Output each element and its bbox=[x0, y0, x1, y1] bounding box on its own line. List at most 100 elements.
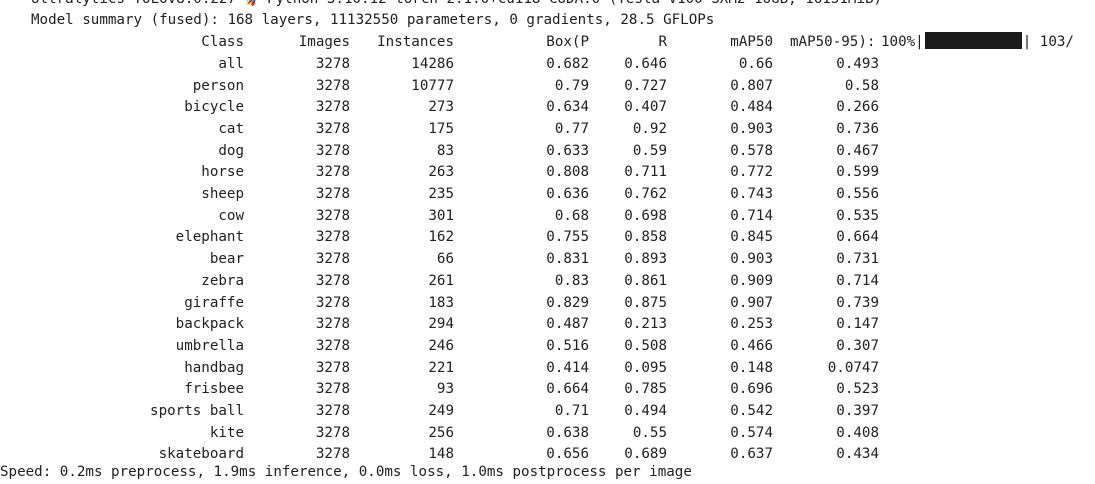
table-row: frisbee 3278 93 0.664 0.785 0.696 0.523 bbox=[0, 379, 1095, 401]
row-instances: 294 bbox=[428, 316, 454, 333]
header-map50: mAP50 bbox=[730, 34, 773, 50]
row-recall: 0.689 bbox=[624, 446, 667, 463]
row-map50: 0.66 bbox=[738, 55, 773, 72]
row-precision: 0.638 bbox=[546, 424, 589, 441]
row-images: 3278 bbox=[315, 359, 350, 376]
row-precision: 0.664 bbox=[546, 381, 589, 398]
row-class: skateboard bbox=[158, 446, 244, 463]
row-class: bear bbox=[209, 251, 244, 268]
header-instances: Instances bbox=[377, 34, 454, 50]
row-instances: 10777 bbox=[411, 77, 454, 94]
row-recall: 0.711 bbox=[624, 164, 667, 181]
row-map50: 0.574 bbox=[730, 424, 773, 441]
row-class: handbag bbox=[184, 359, 244, 376]
header-map50-95: mAP50-95): bbox=[790, 34, 876, 50]
row-map50: 0.743 bbox=[730, 186, 773, 202]
row-instances: 273 bbox=[428, 99, 454, 116]
row-map50: 0.637 bbox=[730, 446, 773, 463]
table-row: sheep 3278 235 0.636 0.762 0.743 0.556 bbox=[0, 184, 1095, 206]
row-map50: 0.578 bbox=[730, 142, 773, 159]
row-images: 3278 bbox=[315, 207, 350, 224]
table-row: bear 3278 66 0.831 0.893 0.903 0.731 bbox=[0, 249, 1095, 271]
row-instances: 83 bbox=[436, 142, 454, 159]
row-instances: 301 bbox=[428, 207, 454, 224]
row-class: backpack bbox=[175, 316, 244, 333]
row-images: 3278 bbox=[315, 272, 350, 289]
progress-readout: 100%| | 103/ bbox=[881, 32, 1074, 54]
row-images: 3278 bbox=[315, 120, 350, 137]
row-images: 3278 bbox=[315, 77, 350, 94]
row-precision: 0.71 bbox=[554, 403, 589, 419]
row-map50-95: 0.397 bbox=[836, 403, 879, 419]
row-recall: 0.095 bbox=[624, 359, 667, 376]
table-row: bicycle 3278 273 0.634 0.407 0.484 0.266 bbox=[0, 97, 1095, 119]
table-row: horse 3278 263 0.808 0.711 0.772 0.599 bbox=[0, 162, 1095, 184]
progress-bar bbox=[924, 32, 1022, 49]
row-images: 3278 bbox=[315, 251, 350, 268]
row-map50: 0.484 bbox=[730, 99, 773, 116]
speed-line: Speed: 0.2ms preprocess, 1.9ms inference… bbox=[0, 464, 692, 480]
row-map50: 0.903 bbox=[730, 251, 773, 268]
table-row: kite 3278 256 0.638 0.55 0.574 0.408 bbox=[0, 423, 1095, 445]
row-instances: 256 bbox=[428, 424, 454, 441]
row-class: person bbox=[192, 77, 244, 94]
header-images: Images bbox=[298, 34, 350, 50]
row-instances: 221 bbox=[428, 359, 454, 376]
version-prefix: Ultralytics YOLOv8.0.227 bbox=[31, 0, 245, 7]
row-map50: 0.807 bbox=[730, 77, 773, 94]
table-row: zebra 3278 261 0.83 0.861 0.909 0.714 bbox=[0, 271, 1095, 293]
row-map50: 0.542 bbox=[730, 403, 773, 419]
row-recall: 0.646 bbox=[624, 55, 667, 72]
row-map50-95: 0.58 bbox=[844, 77, 879, 94]
row-map50-95: 0.739 bbox=[836, 294, 879, 311]
row-map50-95: 0.535 bbox=[836, 207, 879, 224]
row-precision: 0.831 bbox=[546, 251, 589, 268]
row-class: horse bbox=[201, 164, 244, 181]
row-map50-95: 0.434 bbox=[836, 446, 879, 463]
table-row: person 3278 10777 0.79 0.727 0.807 0.58 bbox=[0, 76, 1095, 98]
row-precision: 0.829 bbox=[546, 294, 589, 311]
row-map50: 0.466 bbox=[730, 337, 773, 354]
row-class: cat bbox=[218, 120, 244, 137]
row-class: bicycle bbox=[184, 99, 244, 116]
row-instances: 183 bbox=[428, 294, 454, 311]
model-summary-line: Model summary (fused): 168 layers, 11132… bbox=[31, 12, 715, 28]
row-instances: 93 bbox=[436, 381, 454, 398]
row-map50: 0.845 bbox=[730, 229, 773, 246]
row-recall: 0.785 bbox=[624, 381, 667, 398]
table-row: cat 3278 175 0.77 0.92 0.903 0.736 bbox=[0, 119, 1095, 141]
row-instances: 14286 bbox=[411, 55, 454, 72]
row-precision: 0.487 bbox=[546, 316, 589, 333]
row-map50-95: 0.523 bbox=[836, 381, 879, 398]
row-precision: 0.68 bbox=[554, 207, 589, 224]
row-map50-95: 0.408 bbox=[836, 424, 879, 441]
row-map50: 0.907 bbox=[730, 294, 773, 311]
table-row: giraffe 3278 183 0.829 0.875 0.907 0.739 bbox=[0, 293, 1095, 315]
row-images: 3278 bbox=[315, 99, 350, 116]
row-precision: 0.755 bbox=[546, 229, 589, 246]
row-class: kite bbox=[209, 424, 244, 441]
table-row: all 3278 14286 0.682 0.646 0.66 0.493 bbox=[0, 54, 1095, 76]
row-recall: 0.407 bbox=[624, 99, 667, 116]
row-map50-95: 0.493 bbox=[836, 55, 879, 72]
row-class: dog bbox=[218, 142, 244, 159]
row-instances: 263 bbox=[428, 164, 454, 181]
row-map50-95: 0.599 bbox=[836, 164, 879, 181]
row-precision: 0.79 bbox=[554, 77, 589, 94]
row-map50: 0.696 bbox=[730, 381, 773, 398]
row-images: 3278 bbox=[315, 446, 350, 463]
row-map50-95: 0.731 bbox=[836, 251, 879, 268]
table-row: elephant 3278 162 0.755 0.858 0.845 0.664 bbox=[0, 227, 1095, 249]
progress-count: | 103/ bbox=[1022, 34, 1074, 50]
row-map50-95: 0.714 bbox=[836, 272, 879, 289]
row-precision: 0.656 bbox=[546, 446, 589, 463]
row-images: 3278 bbox=[315, 294, 350, 311]
row-recall: 0.213 bbox=[624, 316, 667, 333]
row-class: zebra bbox=[201, 272, 244, 289]
row-map50-95: 0.556 bbox=[836, 186, 879, 202]
row-instances: 246 bbox=[428, 337, 454, 354]
row-precision: 0.77 bbox=[554, 120, 589, 137]
version-suffix: Python-3.10.12 torch-2.1.0+cu118 CUDA:0 … bbox=[259, 0, 882, 7]
row-images: 3278 bbox=[315, 381, 350, 398]
row-instances: 249 bbox=[428, 403, 454, 419]
